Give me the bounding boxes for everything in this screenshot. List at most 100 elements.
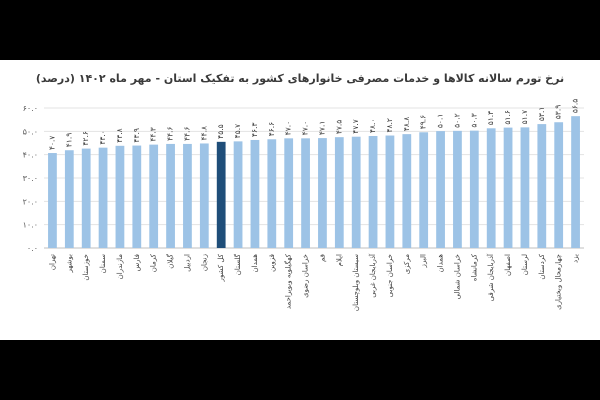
- x-tick-label: کرمان: [150, 253, 158, 272]
- bar: [199, 143, 209, 248]
- bar-value-label: ۴۷.۵: [334, 120, 343, 134]
- x-tick-label: کرمانشاه: [470, 253, 478, 281]
- bar: [183, 143, 192, 248]
- x-tick-label: چهارمحال وبختیاری: [555, 254, 563, 310]
- x-tick-label: آذربایجان غربی: [368, 253, 377, 298]
- bar-value-label: ۴۸.۸: [402, 117, 411, 131]
- x-tick-label: کردستان: [538, 253, 546, 279]
- bar: [469, 130, 479, 248]
- bar-value-label: ۵۱.۷: [520, 110, 529, 124]
- x-tick-label: زنجان: [200, 254, 208, 271]
- bar: [486, 128, 496, 248]
- bar-value-label: ۴۷.۱: [317, 121, 326, 135]
- bar: [385, 135, 395, 248]
- x-tick-label: سیستان وبلوچستان: [352, 254, 360, 311]
- bar: [132, 145, 142, 248]
- x-tick-label: مرکزی: [403, 254, 411, 275]
- bar: [115, 145, 125, 248]
- bar-value-label: ۵۳.۱: [537, 107, 546, 121]
- bar-value-label: ۴۸.۰: [368, 119, 377, 133]
- x-tick-label: همدان: [251, 254, 259, 273]
- bar-value-label: ۴۵.۷: [233, 124, 242, 138]
- bar: [503, 127, 513, 248]
- bar-chart: ۰.۰ ۱۰.۰ ۲۰.۰ ۳۰.۰ ۴۰.۰ ۵۰.۰ ۶۰.۰ ۴۰.۷ تهران ۴۱.۹…: [23, 99, 584, 311]
- x-tick-label: قزوین: [268, 254, 276, 272]
- bar: [402, 134, 412, 248]
- bar: [318, 138, 327, 248]
- x-tick-label: گلستان: [233, 253, 242, 275]
- y-tick-label: ۱۰.۰: [23, 221, 38, 230]
- x-tick-label: گیلان: [166, 253, 175, 268]
- y-tick-label: ۳۰.۰: [23, 174, 38, 183]
- y-tick-label: ۵۰.۰: [23, 127, 38, 136]
- x-tick-label: همدان: [437, 254, 445, 273]
- bar: [81, 148, 91, 248]
- y-tick-label: ۲۰.۰: [23, 197, 38, 206]
- bar-value-label: ۴۱.۹: [64, 133, 73, 147]
- x-tick-label: فارس: [133, 254, 141, 271]
- bar: [419, 132, 429, 248]
- x-tick-label: سمنان: [99, 254, 107, 273]
- x-tick-label: مازندران: [116, 254, 124, 280]
- bar-value-label: ۴۴.۶: [166, 126, 175, 140]
- x-tick-label: کل کشور: [217, 253, 225, 282]
- bar: [64, 150, 74, 248]
- bar-value-label: ۵۱.۳: [486, 111, 495, 125]
- chart-panel: نرخ تورم سالانه کالاها و خدمات مصرفی خان…: [0, 60, 600, 340]
- bar-value-label: ۵۱.۶: [503, 110, 512, 124]
- bar: [48, 153, 57, 248]
- bar: [149, 144, 159, 248]
- x-tick-label: ایلام: [335, 254, 343, 266]
- bar-value-label: ۴۳.۸: [115, 128, 124, 142]
- bar-value-label: ۴۳.۹: [132, 128, 141, 142]
- bar-value-label: ۵۶.۵: [571, 99, 580, 113]
- x-tick-label: تهران: [48, 254, 56, 270]
- bar-value-label: ۵۰.۳: [469, 113, 478, 127]
- bar-value-label: ۵۰.۱: [436, 114, 445, 128]
- x-tick-label: اردبیل: [183, 254, 191, 272]
- bar: [334, 137, 344, 248]
- bar: [233, 141, 243, 248]
- bar: [554, 122, 564, 248]
- x-tick-label: البرز: [420, 254, 428, 268]
- bar-value-label: ۴۴.۶: [182, 126, 191, 140]
- bar: [284, 138, 294, 248]
- bar: [571, 116, 580, 248]
- bar-value-label: ۴۸.۲: [385, 118, 394, 132]
- x-tick-label: قم: [318, 254, 326, 262]
- x-tick-label: کهگیلویه وبویراحمد: [284, 253, 293, 309]
- bar-value-label: ۴۶.۳: [250, 122, 259, 136]
- bar-value-label: ۴۷.۷: [351, 119, 360, 133]
- chart-title: نرخ تورم سالانه کالاها و خدمات مصرفی خان…: [35, 72, 565, 85]
- bar-value-label: ۵۳.۹: [554, 105, 563, 119]
- x-tick-label: آذربایجان شرقی: [486, 253, 495, 301]
- bar: [537, 124, 547, 248]
- bar: [216, 141, 226, 248]
- bar: [301, 138, 310, 248]
- bar-value-label: ۴۴.۳: [149, 127, 158, 141]
- x-tick-label: خراسان جنوبی: [386, 254, 394, 297]
- bar-value-label: ۴۶.۶: [267, 122, 276, 136]
- y-tick-label: ۴۰.۰: [23, 151, 38, 160]
- bar-value-label: ۴۳.۰: [98, 130, 107, 144]
- x-tick-label: بوشهر: [65, 254, 73, 274]
- bar-value-label: ۵۰.۲: [452, 113, 461, 127]
- bar-value-label: ۴۰.۷: [47, 136, 56, 150]
- bar: [250, 139, 260, 248]
- bar-value-label: ۴۷.۰: [284, 121, 293, 135]
- y-tick-label: ۰.۰: [27, 244, 38, 253]
- bar-value-label: ۴۴.۸: [199, 126, 208, 140]
- bar: [368, 136, 378, 248]
- bar: [351, 136, 361, 248]
- bar: [436, 131, 445, 248]
- bar-value-label: ۴۷.۰: [301, 121, 310, 135]
- bar: [98, 147, 108, 248]
- bar: [267, 139, 277, 248]
- y-tick-label: ۶۰.۰: [23, 104, 38, 113]
- x-tick-label: خوزستان: [82, 254, 90, 281]
- x-tick-label: لرستان: [521, 254, 529, 275]
- bar-value-label: ۴۵.۵: [216, 124, 225, 138]
- x-tick-label: اصفهان: [504, 254, 512, 276]
- x-tick-label: یزد: [572, 254, 580, 263]
- bar-value-label: ۴۹.۶: [419, 115, 428, 129]
